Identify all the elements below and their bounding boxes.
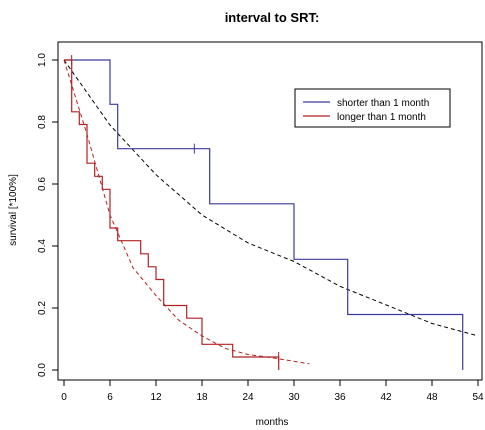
- y-tick-label: 1.0: [37, 53, 48, 67]
- legend-box: [294, 88, 451, 128]
- x-tick-label: 6: [107, 392, 113, 403]
- survival-step-line: [64, 59, 464, 370]
- x-tick-label: 12: [150, 392, 162, 403]
- legend-label: longer than 1 month: [337, 112, 426, 123]
- y-tick-label: 0.4: [37, 239, 48, 253]
- x-tick-label: 0: [61, 392, 67, 403]
- x-axis-label: months: [256, 417, 289, 428]
- x-tick-label: 54: [472, 392, 484, 403]
- y-tick-label: 0.8: [37, 115, 48, 129]
- chart-title: interval to SRT:: [225, 10, 320, 25]
- survival-step-line: [64, 59, 280, 370]
- plot-frame: [57, 41, 483, 381]
- y-axis: 0.0 0.2 0.4 0.6 0.8 1.0: [37, 53, 58, 377]
- legend-label: shorter than 1 month: [337, 98, 429, 109]
- y-axis-label: survival [*100%]: [8, 174, 19, 246]
- x-tick-label: 30: [288, 392, 300, 403]
- y-tick-label: 0.0: [37, 363, 48, 377]
- x-tick-label: 42: [380, 392, 392, 403]
- x-axis: 0 6 12 18 24 30 36 42 48 54: [61, 380, 484, 403]
- y-tick-label: 0.2: [37, 301, 48, 315]
- x-tick-label: 18: [196, 392, 208, 403]
- x-tick-label: 48: [426, 392, 438, 403]
- legend: shorter than 1 month longer than 1 month: [294, 88, 451, 128]
- fitted-curve: [63, 59, 479, 337]
- y-tick-label: 0.6: [37, 177, 48, 191]
- x-tick-label: 24: [242, 392, 254, 403]
- x-tick-label: 36: [334, 392, 346, 403]
- survival-series: [64, 55, 464, 370]
